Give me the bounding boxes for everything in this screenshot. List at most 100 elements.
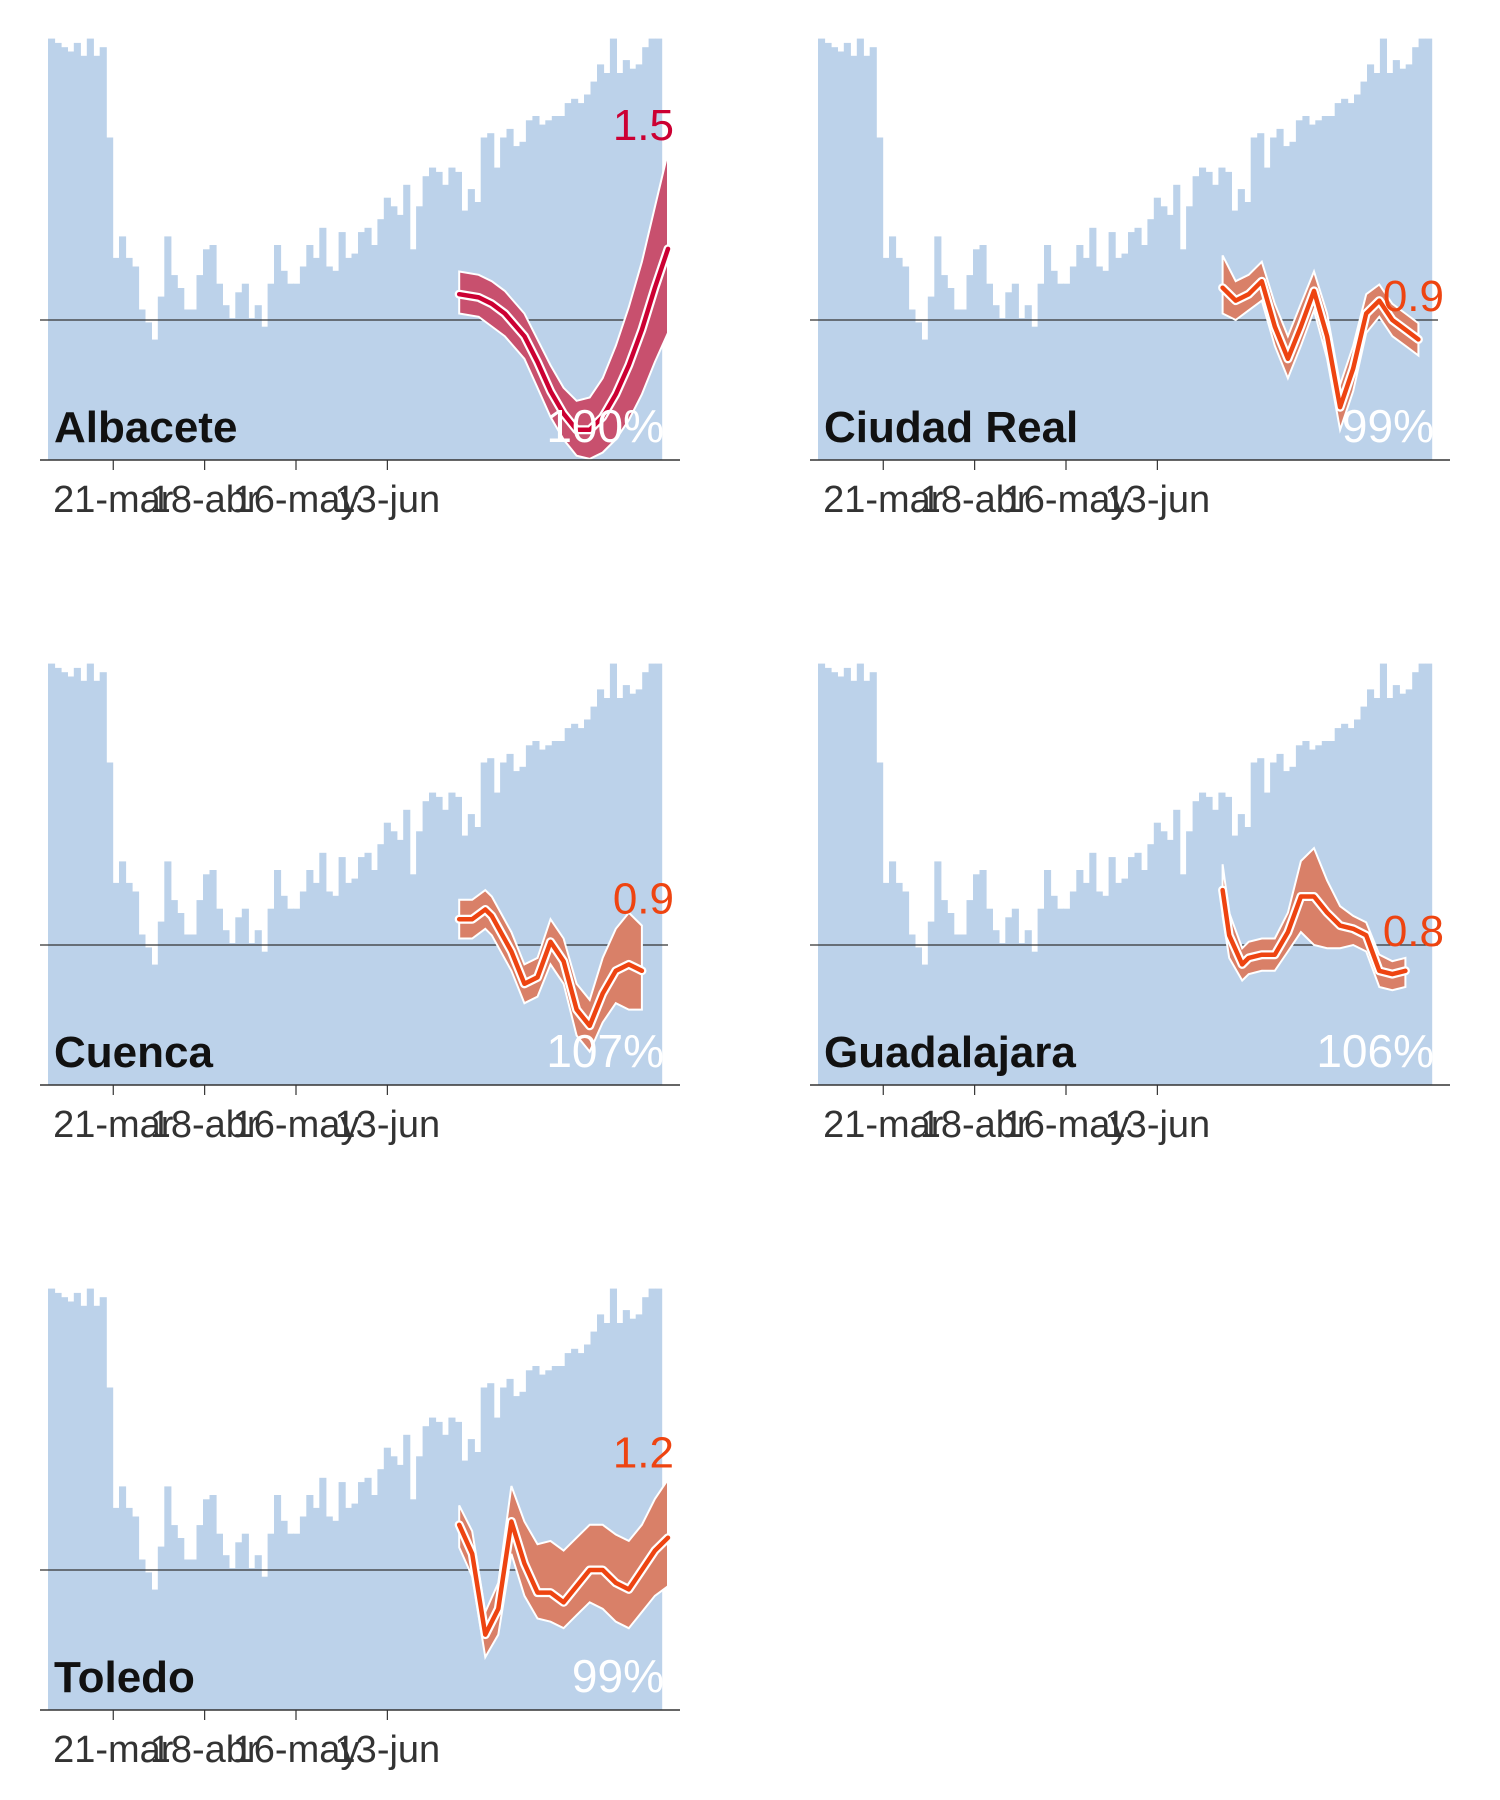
bar bbox=[254, 930, 262, 1085]
bar bbox=[306, 245, 314, 460]
bar bbox=[1018, 943, 1026, 1085]
bar bbox=[1192, 801, 1200, 1085]
bar bbox=[953, 934, 961, 1085]
bar bbox=[287, 1533, 295, 1710]
bar bbox=[1405, 64, 1413, 461]
bar bbox=[1405, 689, 1413, 1085]
bar bbox=[1024, 930, 1032, 1085]
bar bbox=[992, 930, 1000, 1085]
bar bbox=[532, 741, 540, 1085]
x-tick-label: 21-mar bbox=[53, 479, 174, 521]
bar bbox=[248, 1568, 256, 1710]
bar bbox=[332, 1520, 340, 1710]
bar bbox=[157, 921, 165, 1085]
bar bbox=[960, 309, 968, 460]
bar bbox=[228, 318, 236, 460]
bar bbox=[1334, 103, 1342, 460]
bar bbox=[377, 1469, 385, 1710]
bar bbox=[1024, 305, 1032, 460]
bar bbox=[403, 1434, 411, 1710]
x-tick-label: 18-abr bbox=[150, 1104, 260, 1146]
bar bbox=[345, 1507, 353, 1710]
bar bbox=[177, 288, 185, 460]
bar bbox=[882, 882, 890, 1085]
rt-line bbox=[456, 246, 671, 433]
bar bbox=[506, 128, 514, 460]
bar bbox=[215, 908, 223, 1085]
bar bbox=[940, 900, 948, 1085]
bar bbox=[1166, 214, 1174, 460]
x-tick-label: 13-jun bbox=[335, 1104, 441, 1146]
bar bbox=[203, 249, 211, 460]
bar bbox=[144, 947, 152, 1085]
bar bbox=[843, 667, 851, 1085]
bar bbox=[1057, 908, 1065, 1085]
panel-guadalajara: 0.8 Guadalajara 106% 21-mar18-abr16-may13-j… bbox=[810, 663, 1450, 1146]
bar bbox=[358, 232, 366, 460]
bar bbox=[80, 1305, 88, 1710]
bar bbox=[235, 1542, 243, 1710]
bar bbox=[1302, 116, 1310, 460]
bar bbox=[396, 839, 404, 1085]
bar bbox=[183, 934, 191, 1085]
bar bbox=[86, 663, 94, 1085]
bar bbox=[164, 861, 172, 1085]
bar bbox=[106, 1387, 114, 1710]
bar bbox=[1037, 283, 1045, 460]
bar bbox=[616, 73, 624, 460]
bar bbox=[1392, 60, 1400, 460]
bar bbox=[1179, 249, 1187, 460]
bar bbox=[1270, 762, 1278, 1085]
x-tick-label: 21-mar bbox=[823, 1104, 944, 1146]
bar bbox=[985, 283, 993, 460]
bar bbox=[54, 42, 62, 461]
bar bbox=[235, 917, 243, 1085]
bar bbox=[267, 908, 275, 1085]
bar bbox=[863, 680, 871, 1085]
bar bbox=[299, 266, 307, 460]
bar bbox=[1186, 206, 1194, 460]
bar bbox=[241, 1533, 249, 1710]
bar bbox=[1102, 895, 1110, 1085]
bar bbox=[1082, 882, 1090, 1085]
bar bbox=[48, 1288, 56, 1710]
bar bbox=[856, 663, 864, 1085]
bar bbox=[345, 882, 353, 1085]
panel-ciudad-real: 0.9 Ciudad Real 99% 21-mar18-abr16-may13-ju… bbox=[810, 38, 1450, 521]
province-name: Guadalajara bbox=[824, 1028, 1076, 1077]
bar bbox=[927, 296, 935, 460]
bar bbox=[383, 822, 391, 1085]
bar bbox=[448, 167, 456, 460]
bar bbox=[248, 318, 256, 460]
bar bbox=[1321, 116, 1329, 460]
bar bbox=[1418, 663, 1426, 1085]
bar bbox=[416, 1456, 424, 1710]
x-tick-label: 18-abr bbox=[150, 1729, 260, 1771]
bar bbox=[1399, 693, 1407, 1085]
bar bbox=[209, 870, 217, 1085]
bar bbox=[1425, 663, 1433, 1085]
bar bbox=[222, 930, 230, 1085]
bar bbox=[1057, 283, 1065, 460]
bar bbox=[325, 891, 333, 1085]
bar bbox=[609, 38, 617, 460]
bar bbox=[1147, 844, 1155, 1085]
bar bbox=[338, 232, 346, 460]
bar bbox=[1237, 189, 1245, 460]
bar bbox=[551, 741, 559, 1085]
bar bbox=[332, 270, 340, 460]
bar bbox=[1173, 184, 1181, 461]
rt-value-label: 0.8 bbox=[1383, 907, 1444, 956]
bar bbox=[856, 38, 864, 460]
bar bbox=[564, 1353, 572, 1710]
bar bbox=[1341, 98, 1349, 461]
bar bbox=[597, 1314, 605, 1710]
bar bbox=[1257, 758, 1265, 1085]
bar bbox=[1005, 292, 1013, 460]
bar bbox=[151, 964, 159, 1085]
bar bbox=[132, 1516, 140, 1710]
bar bbox=[364, 852, 372, 1085]
bar bbox=[1386, 73, 1394, 460]
bar bbox=[1379, 663, 1387, 1085]
